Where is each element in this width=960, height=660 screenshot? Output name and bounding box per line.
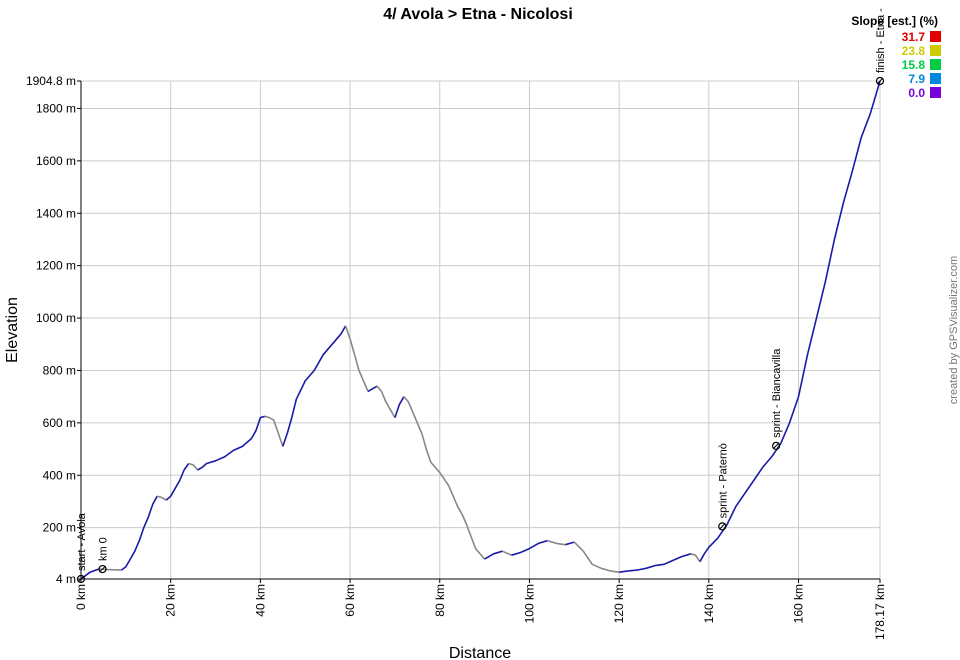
waypoint-marker-cross [718, 522, 726, 530]
elevation-line-segment [618, 553, 692, 573]
waypoint-label: sprint - Paternò [717, 443, 729, 518]
elevation-line-segment [573, 541, 620, 573]
waypoint-label: sprint - Biancavilla [771, 348, 783, 438]
waypoint-marker-cross [99, 565, 106, 573]
elevation-line-segment [120, 495, 158, 571]
y-tick-label: 600 m [43, 416, 76, 430]
waypoint-marker [771, 441, 781, 451]
elevation-line-segment [403, 396, 486, 560]
legend-entry-label: 23.8 [902, 44, 926, 58]
x-tick-label: 100 km [522, 584, 536, 623]
y-tick-label: 1200 m [36, 259, 76, 273]
x-axis-label: Distance [449, 645, 511, 660]
x-tick-label: 0 km [74, 584, 88, 610]
x-tick-label: 178.17 km [873, 584, 887, 640]
plot-frame [80, 80, 881, 580]
y-tick-label: 800 m [43, 363, 76, 377]
elevation-line-segment [282, 325, 347, 447]
credit-text: created by GPSVisualizer.com [948, 256, 960, 404]
x-tick-label: 20 km [164, 584, 178, 617]
elevation-line-segment [197, 415, 266, 471]
y-axis-ticks: 4 m 200 m 400 m 600 m 800 m 1000 m 1200 m 1400 … [26, 74, 81, 586]
x-axis-ticks: 0 km 20 km 40 km 60 km 80 km 100 km 120 km 140 … [74, 579, 887, 640]
waypoint-label: start - Avola [76, 512, 88, 571]
elevation-line-segment [264, 415, 284, 447]
y-tick-label: 1400 m [36, 206, 76, 220]
elevation-line-segment [394, 396, 405, 418]
y-tick-label: 1904.8 m [26, 74, 76, 88]
legend-swatch [930, 73, 941, 84]
legend-swatch [930, 87, 941, 98]
legend-swatch [930, 59, 941, 70]
x-tick-label: 140 km [702, 584, 716, 623]
elevation-line-segment [511, 539, 548, 556]
legend-title: Slope [est.] (%) [851, 14, 938, 28]
legend-swatch [930, 31, 941, 42]
waypoint-marker [76, 574, 86, 584]
elevation-line-segment [156, 495, 167, 501]
elevation-line-segment [484, 550, 503, 560]
elevation-line-segment [547, 539, 566, 546]
elevation-line-segment [690, 553, 701, 563]
x-tick-label: 60 km [343, 584, 357, 617]
waypoint-marker [98, 564, 107, 574]
y-tick-label: 1600 m [36, 154, 76, 168]
waypoint-markers: start - Avola km 0 sprint - Paternò sprint … [76, 8, 887, 584]
x-tick-label: 80 km [433, 584, 447, 617]
elevation-line-segment [188, 462, 199, 471]
elevation-profile [80, 80, 881, 580]
elevation-line-segment [565, 541, 575, 546]
x-tick-label: 160 km [792, 584, 806, 623]
chart-grid [80, 80, 881, 580]
legend-entry-label: 7.9 [908, 72, 925, 86]
waypoint-marker [718, 522, 727, 531]
elevation-line-segment [344, 325, 369, 392]
x-tick-label: 40 km [253, 584, 267, 617]
waypoint-label: finish - Etna - [875, 8, 887, 73]
waypoint-marker-cross [77, 575, 85, 583]
waypoint-label: km 0 [98, 537, 110, 561]
legend-entry-label: 31.7 [902, 30, 926, 44]
y-tick-label: 1000 m [36, 311, 76, 325]
y-tick-label: 400 m [43, 468, 76, 482]
legend-entry-label: 15.8 [902, 58, 926, 72]
waypoint-marker [875, 76, 885, 86]
y-tick-label: 1800 m [36, 101, 76, 115]
elevation-line-segment [376, 385, 396, 418]
slope-legend: Slope [est.] (%) 31.723.815.87.90.0 [851, 14, 941, 100]
y-tick-label: 200 m [43, 521, 76, 535]
waypoint-marker-cross [876, 77, 884, 85]
legend-entry-label: 0.0 [908, 86, 925, 100]
elevation-line-segment [367, 385, 378, 393]
x-tick-label: 120 km [612, 584, 626, 623]
legend-swatch [930, 45, 941, 56]
chart-title: 4/ Avola > Etna - Nicolosi [383, 6, 573, 23]
y-axis-label: Elevation [4, 297, 21, 363]
elevation-line-segment [165, 463, 190, 501]
waypoint-marker-cross [772, 442, 780, 450]
y-tick-label: 4 m [56, 572, 76, 586]
elevation-line-segment [502, 550, 512, 556]
